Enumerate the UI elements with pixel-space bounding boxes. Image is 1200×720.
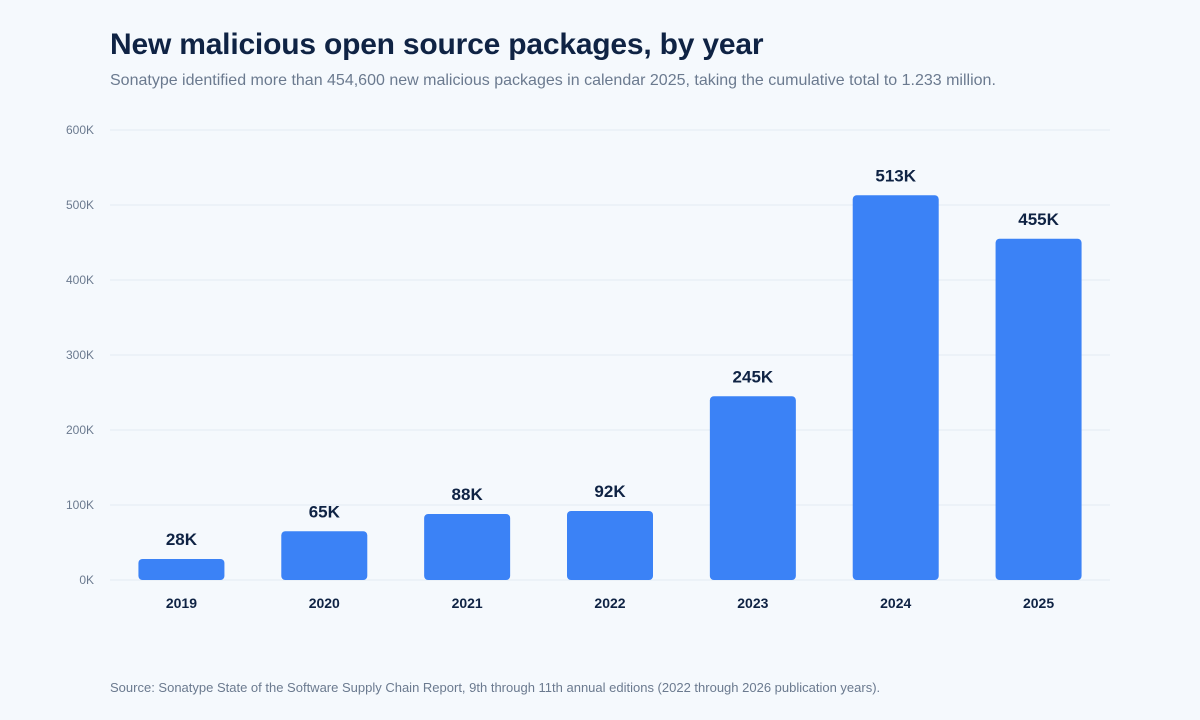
x-tick-label-2021: 2021 [452, 595, 483, 611]
source-note: Source: Sonatype State of the Software S… [110, 680, 881, 695]
bar-2021 [424, 514, 511, 580]
y-tick-label: 400K [66, 273, 94, 287]
bar-2019 [138, 559, 225, 580]
x-tick-label-2023: 2023 [737, 595, 768, 611]
bar-2023 [709, 396, 796, 580]
y-tick-label: 600K [66, 123, 94, 137]
x-tick-label-2020: 2020 [309, 595, 340, 611]
bar-2020 [281, 531, 368, 580]
y-tick-label: 100K [66, 498, 94, 512]
y-tick-label: 300K [66, 348, 94, 362]
bar-2024 [852, 195, 939, 580]
x-tick-label-2022: 2022 [594, 595, 625, 611]
value-label-2020: 65K [309, 502, 341, 521]
y-tick-label: 0K [79, 573, 94, 587]
y-tick-label: 500K [66, 198, 94, 212]
value-label-2021: 88K [452, 485, 484, 504]
value-label-2024: 513K [875, 166, 916, 185]
x-tick-label-2019: 2019 [166, 595, 197, 611]
y-tick-label: 200K [66, 423, 94, 437]
value-label-2025: 455K [1018, 210, 1059, 229]
y-axis-ticks: 0K 100K 200K 300K 400K 500K 600K [66, 123, 94, 587]
value-label-2022: 92K [594, 482, 626, 501]
x-tick-label-2025: 2025 [1023, 595, 1054, 611]
x-axis-ticks: 2019 2020 2021 2022 2023 2024 2025 [166, 595, 1055, 611]
chart-title: New malicious open source packages, by y… [110, 28, 764, 61]
value-labels: 28K 65K 88K 92K 245K 513K 455K [166, 166, 1060, 549]
bar-2022 [567, 511, 653, 580]
chart-subtitle: Sonatype identified more than 454,600 ne… [110, 72, 996, 89]
bars [138, 195, 1082, 580]
bar-2025 [995, 238, 1082, 580]
x-tick-label-2024: 2024 [880, 595, 911, 611]
value-label-2023: 245K [733, 367, 774, 386]
value-label-2019: 28K [166, 530, 198, 549]
